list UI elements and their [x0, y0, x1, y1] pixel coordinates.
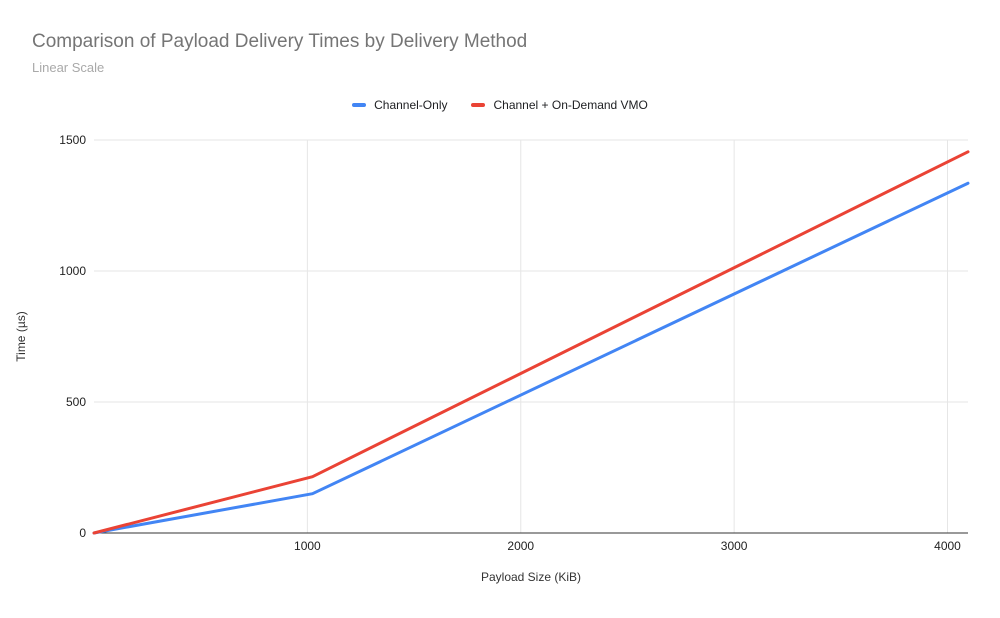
- y-tick-label: 500: [66, 395, 86, 409]
- series-line-channel-only: [92, 181, 970, 535]
- series-line-channel-on-demand-vmo: [92, 150, 970, 535]
- legend: Channel-Only Channel + On-Demand VMO: [0, 96, 1000, 114]
- legend-swatch-icon: [352, 103, 367, 107]
- legend-label: Channel + On-Demand VMO: [493, 98, 648, 112]
- chart-title: Comparison of Payload Delivery Times by …: [32, 31, 528, 52]
- y-tick-label: 0: [79, 526, 86, 540]
- x-tick-label: 4000: [934, 539, 961, 553]
- x-tick-label: 2000: [507, 539, 534, 553]
- legend-label: Channel-Only: [374, 98, 448, 112]
- y-axis-title: Time (µs): [14, 311, 28, 361]
- y-tick-label: 1000: [59, 264, 86, 278]
- x-tick-label: 3000: [721, 539, 748, 553]
- chart-subtitle: Linear Scale: [32, 60, 105, 75]
- legend-item-channel-only: Channel-Only: [352, 98, 447, 112]
- x-tick-label: 1000: [294, 539, 321, 553]
- legend-swatch-icon: [471, 103, 486, 107]
- y-tick-label: 1500: [59, 133, 86, 147]
- x-axis-title: Payload Size (KiB): [481, 570, 581, 584]
- legend-item-channel-on-demand-vmo: Channel + On-Demand VMO: [471, 98, 648, 112]
